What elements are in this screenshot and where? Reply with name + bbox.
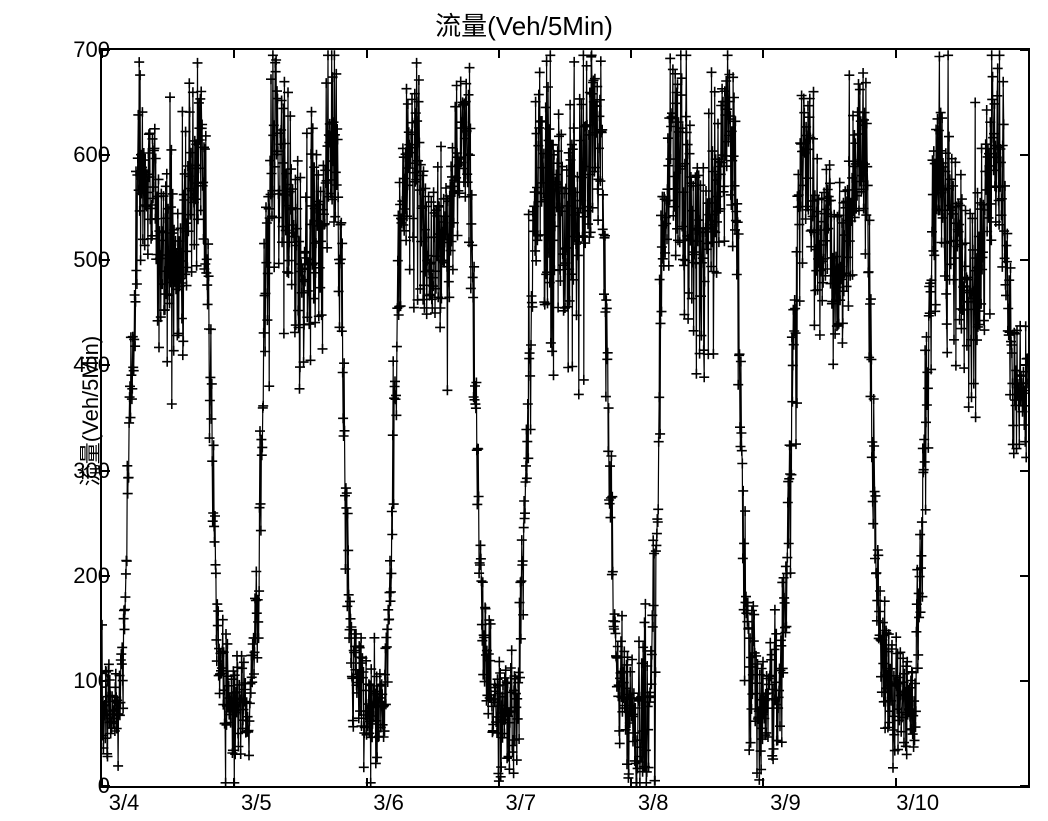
x-tick-label: 3/5 [241,790,272,816]
y-tick-label: 600 [50,142,110,168]
chart-container: 流量(Veh/5Min) 流量(Veh/5Min) 01002003004005… [0,0,1048,821]
y-tick-label: 500 [50,247,110,273]
x-tick-label: 3/6 [373,790,404,816]
x-tick-label: 3/7 [506,790,537,816]
y-tick-label: 0 [50,773,110,799]
plot-area [100,48,1030,788]
x-tick-label: 3/9 [770,790,801,816]
y-tick-label: 300 [50,458,110,484]
x-tick-label: 3/4 [109,790,140,816]
plot-svg [102,50,1028,786]
x-tick-label: 3/10 [896,790,939,816]
y-tick-label: 400 [50,352,110,378]
series-line [102,55,1028,783]
x-tick-label: 3/8 [638,790,669,816]
chart-title: 流量(Veh/5Min) [0,6,1048,43]
y-tick-label: 100 [50,668,110,694]
y-tick-label: 200 [50,563,110,589]
